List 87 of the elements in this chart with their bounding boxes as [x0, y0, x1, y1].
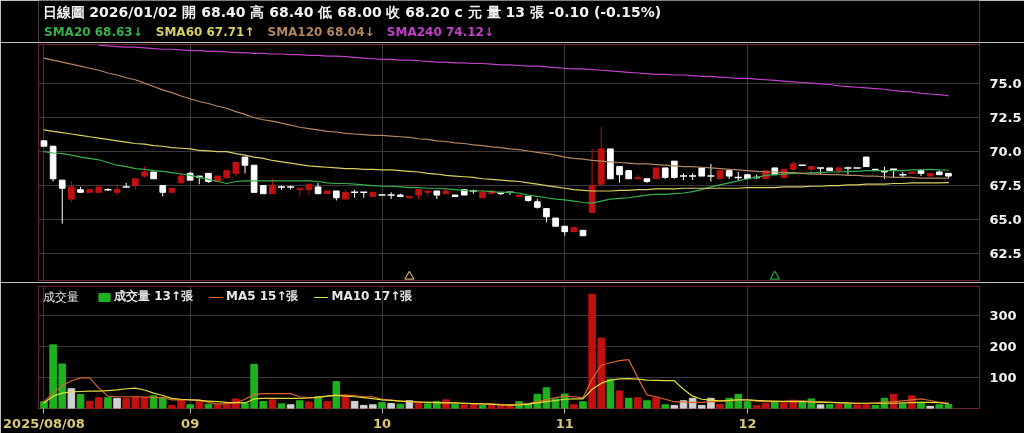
candlestick: [843, 166, 853, 176]
bar: [825, 403, 834, 409]
candlestick: [908, 171, 916, 174]
bar: [277, 403, 286, 409]
bar: [323, 400, 331, 409]
bar: [670, 404, 679, 409]
candlestick: [862, 156, 870, 168]
bar: [743, 401, 752, 409]
candlestick: [451, 194, 459, 197]
text: SMA120 68.04↓: [267, 24, 375, 39]
candlestick: [515, 194, 523, 197]
candlestick: [250, 164, 258, 193]
chart-title: 成交量: [42, 289, 79, 304]
bar: [268, 399, 277, 409]
bar: [624, 397, 633, 409]
bar: [186, 404, 194, 409]
x-tick-label: 09: [181, 415, 200, 431]
candlestick: [40, 140, 48, 147]
x-tick-label: 11: [555, 415, 574, 431]
bar: [305, 401, 313, 409]
bar: [661, 404, 670, 409]
text: SMA60 67.71↑: [155, 24, 255, 39]
legend-label: MA10 17↑張: [331, 288, 413, 305]
series-label: SMA240 74.12↓: [386, 24, 494, 39]
y-tick-label: 65.0: [989, 211, 1022, 227]
y-tick-label: 70.0: [989, 144, 1022, 160]
legend-label: MA5 15↑張: [225, 288, 299, 305]
candlestick: [386, 191, 396, 200]
x-tick-label: 2025/08/08: [3, 415, 85, 431]
line-series: [43, 151, 950, 204]
candlestick: [552, 217, 559, 227]
line-series: [98, 44, 950, 97]
bar: [606, 378, 615, 409]
bar: [67, 388, 76, 409]
line-series: [43, 129, 950, 192]
bar: [871, 404, 880, 409]
bar: [816, 404, 825, 409]
bar: [378, 402, 386, 409]
candlestick: [570, 227, 578, 233]
bar: [652, 397, 660, 409]
x-tick-label: 10: [372, 415, 392, 431]
candlestick: [607, 148, 614, 180]
candlestick: [826, 167, 833, 172]
y-tick-label: 75.0: [989, 76, 1022, 92]
bar: [579, 401, 587, 409]
candlestick: [706, 163, 716, 182]
candlestick: [369, 191, 377, 197]
chart-title: 日線圖 2026/01/02 開 68.40 高 68.40 低 68.00 收 68.20 c 元 量 13 張 -0.10 (-0.15%): [42, 3, 662, 20]
bar: [113, 397, 121, 409]
y-tick-label: 200: [989, 339, 1017, 355]
candlestick: [259, 185, 267, 195]
bar: [296, 400, 304, 409]
candlestick: [716, 170, 724, 180]
bar: [104, 397, 112, 409]
y-tick-label: 100: [989, 370, 1017, 386]
candlestick: [323, 190, 331, 195]
line-series: [43, 57, 950, 179]
y-tick-label: 72.5: [989, 110, 1022, 126]
candlestick: [168, 187, 176, 193]
candlestick: [652, 167, 660, 180]
candlestick: [68, 180, 75, 203]
candlestick: [58, 179, 66, 225]
candlestick: [625, 170, 633, 180]
x-tick-label: 12: [738, 415, 757, 431]
bar: [615, 390, 624, 409]
candlestick: [95, 186, 103, 193]
candlestick: [926, 172, 934, 177]
bar: [286, 404, 295, 409]
y-tick-label: 67.5: [989, 178, 1022, 194]
text: SMA20 68.63↓: [44, 24, 143, 39]
candlestick: [86, 189, 93, 193]
bar: [314, 396, 322, 409]
candlestick: [150, 171, 157, 180]
line-series: [43, 377, 950, 406]
bar: [332, 381, 341, 409]
bar: [387, 403, 395, 409]
candlestick: [698, 167, 706, 177]
bar: [76, 394, 85, 409]
bar: [570, 404, 578, 409]
legend-label: 成交量 13↑張: [114, 288, 193, 305]
y-tick-label: 62.5: [989, 245, 1022, 261]
candlestick: [113, 183, 121, 196]
candlestick: [305, 183, 313, 196]
y-tick-label: 300: [989, 308, 1017, 324]
bar: [195, 400, 204, 409]
bar: [643, 400, 651, 409]
bar: [634, 397, 642, 409]
